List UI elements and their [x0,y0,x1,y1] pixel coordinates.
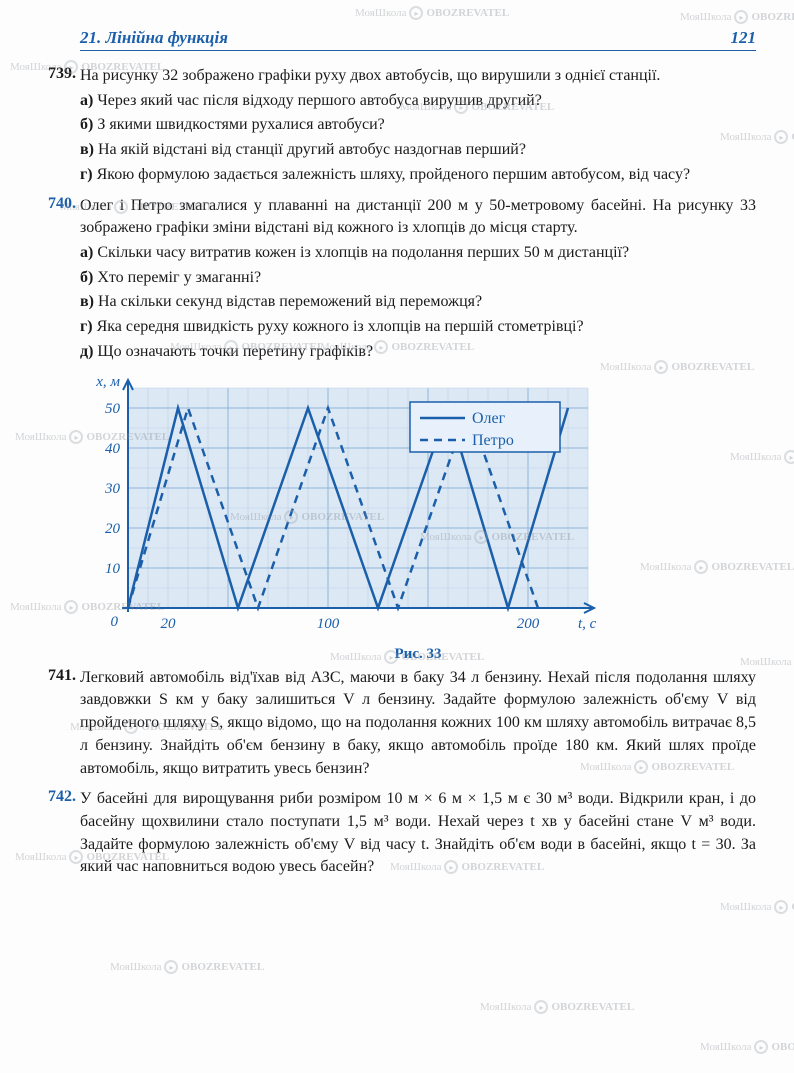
page-number: 121 [731,28,757,48]
svg-text:30: 30 [104,481,121,497]
problem-number: 742. [32,788,76,806]
problem-text: Олег і Петро змагалися у плаванні на дис… [80,195,756,240]
watermark: МояШкола▸OBOZREVATEL [700,1040,794,1054]
problem-number: 740. [32,195,76,213]
section-title: 21. Лінійна функція [80,28,228,48]
watermark: МояШкола▸OBOZREVATEL [480,1000,634,1014]
svg-text:10: 10 [105,561,121,577]
problem-number: 741. [32,667,76,685]
svg-text:x, м: x, м [95,374,120,390]
problem-subitem: г) Яка середня швидкість руху кожного із… [80,316,756,339]
chart-svg: 20 100 200 10 20 30 40 50 0 x, м t, с Олег Петро [80,374,600,644]
svg-text:100: 100 [317,616,340,632]
problem-subitem: г) Якою формулою задається залежність шл… [80,164,756,187]
problem-subitem: а) Скільки часу витратив кожен із хлопці… [80,242,756,265]
svg-text:20: 20 [105,521,121,537]
svg-text:t, с: t, с [578,616,597,632]
problem-subitem: а) Через який час після відходу першого … [80,90,756,113]
problem-text: Легковий автомобіль від'їхав від АЗС, ма… [80,667,756,781]
problem-subitem: д) Що означають точки перетину графіків? [80,341,756,364]
problem-text: На рисунку 32 зображено графіки руху дво… [80,65,756,88]
problem-subitem: в) На якій відстані від станції другий а… [80,139,756,162]
svg-text:40: 40 [105,441,121,457]
watermark: МояШкола▸OBOZREVATEL [110,960,264,974]
svg-text:Петро: Петро [472,432,514,449]
svg-text:50: 50 [105,401,121,417]
svg-text:200: 200 [517,616,540,632]
page-header: 21. Лінійна функція 121 [80,28,756,51]
figure-33: 20 100 200 10 20 30 40 50 0 x, м t, с Олег Петро Рис.… [80,374,756,663]
figure-caption: Рис. 33 [80,646,756,663]
problem-subitem: в) На скільки секунд відстав переможений… [80,291,756,314]
problem-739: 739.На рисунку 32 зображено графіки руху… [80,65,756,187]
svg-text:0: 0 [111,614,119,630]
problem-740: 740.Олег і Петро змагалися у плаванні на… [80,195,756,364]
problem-text: У басейні для вирощування риби розміром … [80,788,756,879]
problem-subitem: б) Хто переміг у змаганні? [80,267,756,290]
problem-subitem: б) З якими швидкостями рухалися автобуси… [80,114,756,137]
svg-text:20: 20 [161,616,177,632]
problem-number: 739. [32,65,76,83]
problem-741: 741.Легковий автомобіль від'їхав від АЗС… [80,667,756,781]
svg-text:Олег: Олег [472,410,506,427]
problem-742: 742.У басейні для вирощування риби розмі… [80,788,756,879]
